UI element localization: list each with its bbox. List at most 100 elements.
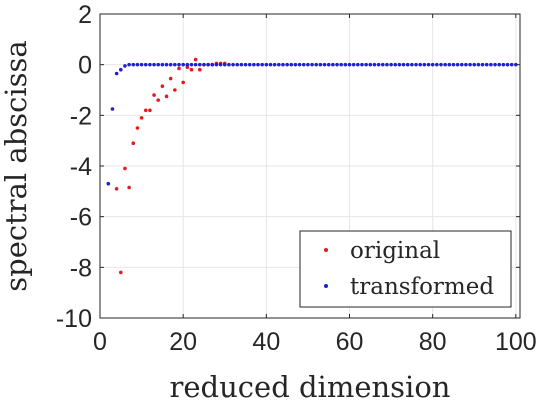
y-tick-label: -6 xyxy=(70,204,92,232)
transformed-point xyxy=(443,62,447,67)
x-tick-label: 20 xyxy=(169,328,197,356)
transformed-point xyxy=(247,62,252,67)
original-point xyxy=(139,116,144,120)
tick-labels: 0 20 40 60 80 100 -10 -8 -6 -4 -2 0 2 xyxy=(56,1,537,356)
transformed-point xyxy=(376,62,381,67)
transformed-point xyxy=(347,62,352,67)
transformed-point xyxy=(156,62,161,67)
transformed-point xyxy=(297,62,302,67)
transformed-point xyxy=(260,62,264,67)
original-point xyxy=(198,67,202,72)
legend: original transformed xyxy=(299,230,512,308)
y-tick-label: -4 xyxy=(70,153,92,181)
transformed-point xyxy=(148,62,152,67)
transformed-point xyxy=(256,62,260,67)
transformed-point xyxy=(123,64,127,68)
transformed-point xyxy=(447,62,452,67)
y-tick-label: -8 xyxy=(70,254,92,282)
original-point xyxy=(156,98,161,102)
transformed-point xyxy=(476,62,481,67)
original-point xyxy=(160,84,165,88)
transformed-point xyxy=(106,181,111,186)
transformed-point xyxy=(493,62,497,67)
transformed-point xyxy=(281,62,285,67)
transformed-point xyxy=(468,62,472,67)
original-point xyxy=(118,270,123,275)
original-point xyxy=(181,80,185,85)
transformed-point xyxy=(393,62,398,67)
transformed-point xyxy=(484,62,489,67)
transformed-point xyxy=(152,62,156,67)
y-axis-label: spectral abscissa xyxy=(0,40,33,291)
x-tick-label: 0 xyxy=(93,328,107,356)
transformed-point xyxy=(168,62,173,67)
y-tick-label: -2 xyxy=(70,102,92,130)
series-transformed xyxy=(106,62,518,186)
transformed-point xyxy=(380,62,385,67)
transformed-point xyxy=(414,62,418,67)
transformed-point xyxy=(514,62,518,67)
transformed-point xyxy=(177,62,181,67)
transformed-point xyxy=(426,62,431,67)
transformed-point xyxy=(198,62,202,67)
transformed-point xyxy=(314,62,319,67)
transformed-point xyxy=(356,62,360,67)
transformed-point xyxy=(193,62,198,67)
transformed-point xyxy=(235,62,240,67)
legend-marker-original xyxy=(324,248,328,252)
transformed-point xyxy=(418,62,422,67)
y-tick-label: 2 xyxy=(78,1,92,29)
transformed-point xyxy=(497,62,502,67)
transformed-point xyxy=(364,62,368,67)
transformed-point xyxy=(472,62,477,67)
original-point xyxy=(123,166,127,171)
transformed-point xyxy=(143,62,148,67)
transformed-point xyxy=(318,62,323,67)
transformed-point xyxy=(277,62,281,67)
original-point xyxy=(127,185,131,190)
transformed-point xyxy=(439,62,443,67)
original-point xyxy=(143,108,148,113)
transformed-point xyxy=(326,62,331,67)
y-tick-label: 0 xyxy=(78,52,92,80)
transformed-point xyxy=(127,62,131,67)
transformed-point xyxy=(351,62,356,67)
original-point xyxy=(193,57,198,62)
transformed-point xyxy=(289,62,294,67)
axis-ticks xyxy=(99,13,520,319)
data-points xyxy=(106,57,518,275)
original-point xyxy=(164,94,169,99)
transformed-point xyxy=(389,62,393,67)
transformed-point xyxy=(110,107,115,111)
transformed-point xyxy=(222,62,227,67)
transformed-point xyxy=(331,62,335,67)
transformed-point xyxy=(214,62,219,67)
transformed-point xyxy=(272,62,277,67)
legend-marker-transformed xyxy=(324,284,328,288)
transformed-point xyxy=(368,62,373,67)
transformed-point xyxy=(489,62,493,67)
original-point xyxy=(185,65,190,69)
original-point xyxy=(114,187,119,191)
transformed-point xyxy=(372,62,377,67)
legend-box xyxy=(299,230,512,308)
x-axis-label: reduced dimension xyxy=(170,370,451,403)
x-tick-label: 40 xyxy=(252,328,280,356)
transformed-point xyxy=(218,62,223,67)
transformed-point xyxy=(451,62,456,67)
legend-label-original: original xyxy=(350,238,440,264)
transformed-point xyxy=(422,62,427,67)
transformed-point xyxy=(202,62,206,67)
original-point xyxy=(131,141,136,145)
transformed-point xyxy=(301,62,306,67)
transformed-point xyxy=(464,62,468,67)
transformed-point xyxy=(397,62,402,67)
transformed-point xyxy=(239,62,244,67)
transformed-point xyxy=(405,62,410,67)
transformed-point xyxy=(206,62,210,67)
transformed-point xyxy=(501,62,506,67)
transformed-point xyxy=(339,62,343,67)
transformed-point xyxy=(173,62,177,67)
original-point xyxy=(148,108,152,113)
